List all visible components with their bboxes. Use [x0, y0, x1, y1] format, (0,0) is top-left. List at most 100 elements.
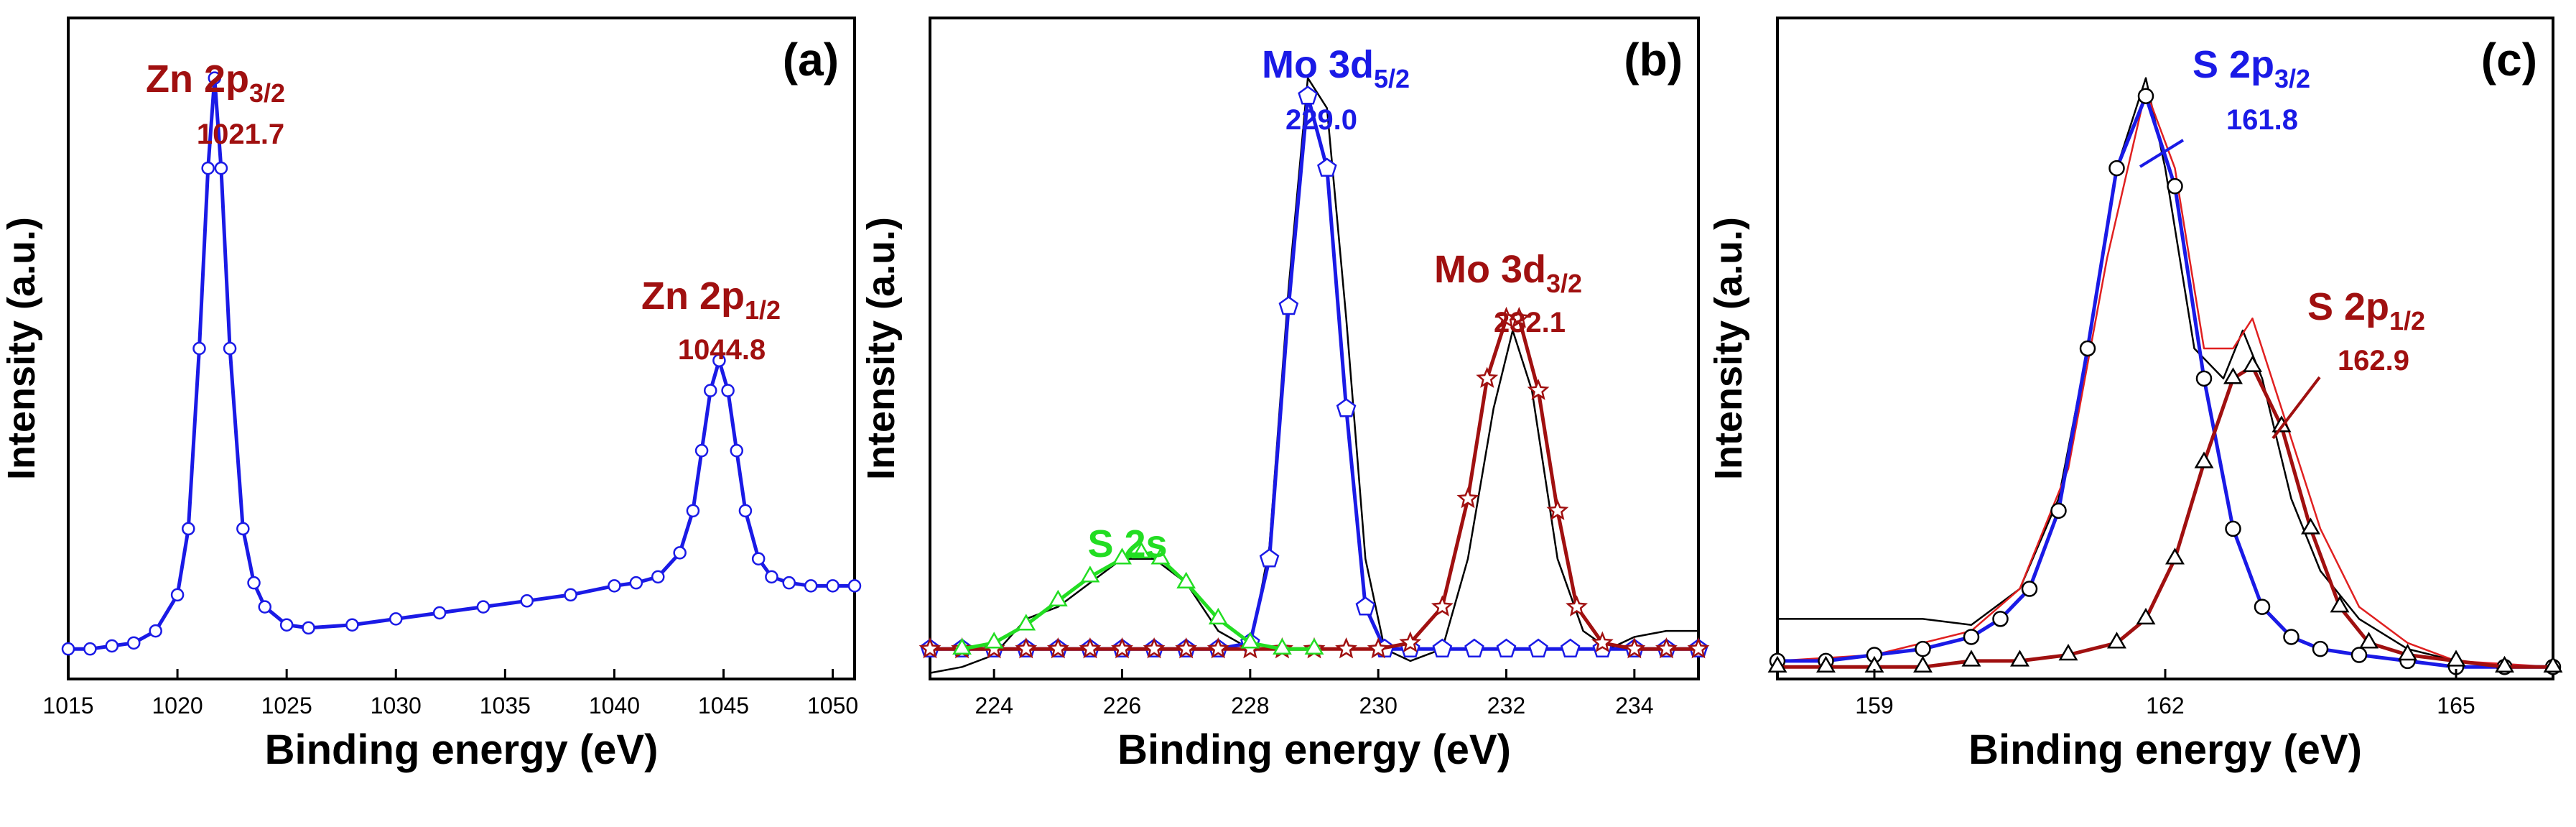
data-point	[826, 579, 840, 593]
peak-name: Mo 3d3/2	[1434, 248, 1582, 298]
data-point	[1273, 637, 1292, 655]
data-point	[1591, 631, 1614, 652]
data-point	[1496, 638, 1517, 657]
x-tick-label: 1050	[807, 693, 858, 719]
data-point	[847, 579, 862, 593]
data-point	[651, 570, 665, 584]
peak-name-subscript: 1/2	[745, 295, 781, 325]
data-point	[751, 552, 766, 565]
data-point	[432, 606, 447, 620]
peak-name-subscript: 3/2	[249, 78, 285, 108]
data-point	[1961, 650, 1981, 667]
x-axis-label: Binding energy (eV)	[1968, 726, 2362, 773]
data-point	[2351, 647, 2368, 663]
data-point	[1016, 614, 1036, 631]
data-point	[302, 621, 315, 635]
data-point	[236, 522, 250, 536]
peak-name-main: S 2p	[2193, 43, 2274, 86]
data-point	[1317, 157, 1337, 177]
data-point	[61, 642, 75, 656]
data-point	[1992, 611, 2009, 627]
series-line	[930, 94, 1698, 651]
x-tick-label: 159	[1855, 693, 1893, 719]
data-point	[1150, 548, 1171, 565]
data-point	[2058, 644, 2078, 661]
peak-name-main: Mo 3d	[1262, 43, 1374, 86]
data-point	[2283, 629, 2300, 645]
data-point	[2272, 415, 2292, 433]
peak-name-main: Zn 2p	[146, 57, 249, 101]
x-tick-label: 165	[2437, 693, 2475, 719]
peak-value: 229.0	[1285, 104, 1357, 136]
data-point	[1046, 637, 1069, 659]
x-axis-label: Binding energy (eV)	[265, 726, 659, 773]
data-point	[673, 546, 687, 560]
data-point	[1112, 548, 1132, 565]
data-point	[1464, 638, 1484, 657]
data-point	[1963, 629, 1980, 645]
data-point	[2108, 160, 2125, 177]
data-point	[182, 522, 195, 536]
data-point	[1915, 640, 1931, 657]
x-axis-label: Binding energy (eV)	[1117, 726, 1511, 773]
series-line	[930, 316, 1698, 651]
data-point	[2225, 520, 2241, 537]
data-point	[765, 570, 778, 584]
chart-panel-b: 224 226 228 230 232 234 Binding energy (eV) Int…	[860, 17, 1710, 773]
x-tick-label: 1030	[371, 693, 422, 719]
data-point	[608, 579, 621, 593]
data-point	[1456, 486, 1479, 509]
data-point	[1566, 595, 1589, 616]
data-point	[1399, 631, 1422, 652]
data-point	[170, 588, 185, 602]
peak-value: 232.1	[1494, 307, 1566, 338]
data-point	[1298, 86, 1318, 105]
data-point	[730, 443, 743, 458]
data-point	[1687, 637, 1710, 659]
data-point	[782, 576, 796, 590]
peak-name: S 2p3/2	[2193, 43, 2310, 93]
peak-name-main: Mo 3d	[1434, 248, 1546, 291]
data-point	[919, 637, 941, 659]
data-point	[1623, 637, 1646, 659]
data-point	[1527, 379, 1550, 400]
data-point	[1176, 571, 1196, 588]
data-point	[712, 354, 726, 367]
x-tick-label: 234	[1615, 693, 1653, 719]
data-point	[1079, 637, 1102, 659]
data-point	[694, 443, 709, 458]
data-point	[2165, 548, 2185, 565]
data-point	[258, 600, 271, 614]
data-point	[704, 384, 717, 397]
data-point	[2254, 599, 2271, 615]
data-point	[804, 579, 818, 593]
data-point	[2010, 650, 2029, 667]
data-point	[1476, 366, 1499, 388]
x-tick-label: 162	[2146, 693, 2184, 719]
data-point	[2195, 370, 2213, 387]
data-point	[1175, 637, 1198, 659]
x-tick-label: 230	[1359, 693, 1397, 719]
data-point	[1355, 596, 1376, 616]
data-point	[1767, 655, 1787, 673]
data-point	[389, 612, 403, 626]
data-point	[2495, 655, 2514, 673]
data-point	[738, 504, 753, 518]
chart-panel-a: 1015 1020 1025 1030 1035 1040 1045 1050 Binding …	[0, 17, 862, 773]
x-tick-label: 1015	[42, 693, 93, 719]
data-point	[223, 341, 237, 356]
data-point	[1080, 565, 1100, 583]
peak-name: S 2s	[1087, 522, 1167, 565]
y-axis-label: Intensity (a.u.)	[0, 217, 43, 480]
peak-name-subscript: 5/2	[1374, 64, 1410, 93]
data-point	[345, 618, 359, 632]
data-point	[1655, 637, 1678, 659]
data-point	[127, 636, 141, 650]
peak-value: 1044.8	[678, 334, 766, 366]
data-point	[1560, 638, 1581, 657]
chart-panel-c: 159 162 165 Binding energy (eV) Intensity (a…	[1707, 17, 2563, 773]
data-point	[2330, 596, 2350, 613]
data-point	[2021, 581, 2038, 597]
data-point	[1431, 595, 1454, 616]
